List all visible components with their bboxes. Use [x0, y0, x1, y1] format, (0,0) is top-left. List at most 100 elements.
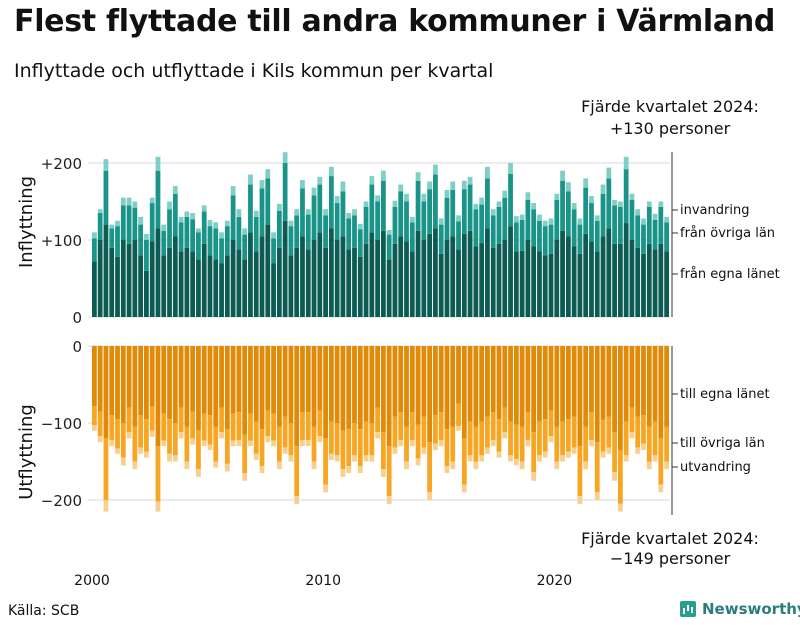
- outflow-bar-other-counties: [207, 415, 213, 445]
- outflow-bar-emigration: [340, 469, 346, 477]
- inflow-bar-own-county: [589, 241, 594, 317]
- outflow-bar-emigration: [629, 432, 635, 439]
- outflow-bar-other-counties: [340, 430, 346, 470]
- outflow-bar-emigration: [103, 500, 109, 512]
- outflow-bar-own-county: [271, 346, 276, 414]
- inflow-bar-own-county: [190, 251, 196, 317]
- inflow-bar-own-county: [155, 228, 161, 317]
- outflow-bar-own-county: [167, 346, 172, 420]
- inflow-bar-immigration: [300, 179, 305, 189]
- inflow-bar-immigration: [138, 216, 144, 225]
- outflow-bar-own-county: [450, 346, 456, 427]
- label-from-own-county: från egna länet: [680, 267, 780, 282]
- inflow-bar-other-counties: [629, 199, 635, 240]
- inflow-bar-immigration: [184, 211, 190, 217]
- outflow-bar-own-county: [525, 346, 531, 413]
- outflow-bar-other-counties: [635, 416, 641, 448]
- x-tick-label: 2010: [305, 573, 341, 589]
- outflow-bar-own-county: [334, 346, 340, 423]
- outflow-bar-own-county: [196, 346, 201, 431]
- inflow-bar-immigration: [167, 201, 172, 210]
- inflow-bar-immigration: [496, 201, 502, 207]
- outflow-bar-emigration: [485, 447, 490, 454]
- inflow-bar-other-counties: [542, 226, 548, 256]
- outflow-bar-own-county: [149, 346, 155, 407]
- outflow-bar-own-county: [265, 346, 271, 411]
- inflow-bar-own-county: [525, 240, 531, 317]
- outflow-bar-other-counties: [178, 407, 184, 433]
- outflow-bar-other-counties: [253, 421, 259, 454]
- outflow-bar-own-county: [641, 346, 646, 416]
- inflow-bar-own-county: [167, 247, 172, 317]
- outflow-bar-other-counties: [120, 423, 126, 458]
- inflow-bar-own-county: [565, 236, 571, 317]
- inflow-bar-immigration: [629, 193, 635, 200]
- outflow-bar-own-county: [97, 346, 103, 412]
- inflow-bar-own-county: [658, 243, 664, 317]
- outflow-bar-own-county: [236, 346, 242, 413]
- outflow-bar-emigration: [392, 447, 398, 454]
- inflow-bar-immigration: [652, 213, 658, 220]
- outflow-bar-other-counties: [525, 412, 531, 440]
- inflow-bar-other-counties: [271, 238, 276, 264]
- inflow-bar-other-counties: [161, 230, 167, 256]
- inflow-bar-own-county: [311, 240, 317, 317]
- inflow-bar-immigration: [513, 216, 519, 223]
- inflow-bar-other-counties: [646, 206, 652, 244]
- inflow-bar-immigration: [392, 200, 398, 207]
- outflow-bar-other-counties: [190, 411, 196, 439]
- inflow-bar-own-county: [542, 255, 548, 317]
- inflow-bar-own-county: [571, 246, 577, 317]
- outflow-bar-other-counties: [594, 442, 600, 493]
- outflow-bar-other-counties: [109, 415, 115, 440]
- inflow-bar-other-counties: [450, 189, 456, 237]
- outflow-bar-emigration: [519, 461, 525, 470]
- outflow-bar-emigration: [323, 484, 328, 493]
- outflow-bar-own-county: [461, 346, 467, 439]
- outflow-bar-other-counties: [219, 407, 224, 433]
- outflow-bar-own-county: [508, 346, 513, 422]
- outflow-bar-other-counties: [317, 410, 323, 437]
- outflow-bar-other-counties: [311, 426, 317, 462]
- outflow-bar-other-counties: [386, 446, 392, 497]
- outflow-bar-other-counties: [242, 434, 248, 474]
- outflow-bar-other-counties: [612, 432, 617, 473]
- outflow-bar-other-counties: [357, 429, 363, 467]
- inflow-bar-other-counties: [513, 222, 519, 252]
- outflow-bar-own-county: [652, 346, 658, 422]
- outflow-bar-other-counties: [537, 421, 542, 456]
- outflow-bar-own-county: [109, 346, 115, 416]
- inflow-bar-own-county: [386, 259, 392, 317]
- outflow-bar-other-counties: [467, 421, 473, 456]
- inflow-bar-other-counties: [97, 213, 103, 240]
- outflow-bar-emigration: [248, 440, 253, 447]
- inflow-bar-other-counties: [612, 205, 617, 244]
- outflow-bar-own-county: [253, 346, 259, 422]
- outflow-bar-other-counties: [346, 429, 352, 467]
- inflow-bar-own-county: [485, 228, 490, 317]
- inflow-bar-own-county: [363, 243, 369, 317]
- inflow-bar-immigration: [115, 220, 120, 227]
- newsworthy-logo[interactable]: Newsworthy: [680, 600, 800, 618]
- outflow-bar-own-county: [548, 346, 554, 411]
- inflow-bar-immigration: [537, 214, 542, 221]
- label-to-other-counties: till övriga län: [680, 436, 765, 451]
- inflow-bar-own-county: [115, 256, 120, 317]
- outflow-bar-emigration: [537, 455, 542, 462]
- outflow-bar-other-counties: [381, 432, 386, 470]
- outflow-bar-emigration: [126, 432, 132, 439]
- outflow-bar-other-counties: [554, 426, 560, 462]
- inflow-bar-immigration: [144, 233, 149, 240]
- outflow-bar-other-counties: [265, 410, 271, 437]
- inflow-bar-immigration: [294, 209, 300, 216]
- outflow-bar-own-county: [554, 346, 560, 427]
- outflow-bar-emigration: [467, 455, 473, 462]
- outflow-bar-own-county: [328, 346, 334, 422]
- outflow-bar-other-counties: [450, 426, 456, 462]
- outflow-bar-own-county: [201, 346, 207, 414]
- outflow-bar-emigration: [300, 439, 305, 447]
- outflow-bar-other-counties: [224, 429, 230, 464]
- outflow-bar-other-counties: [97, 411, 103, 437]
- inflow-bar-immigration: [126, 197, 132, 206]
- inflow-bar-immigration: [305, 209, 311, 215]
